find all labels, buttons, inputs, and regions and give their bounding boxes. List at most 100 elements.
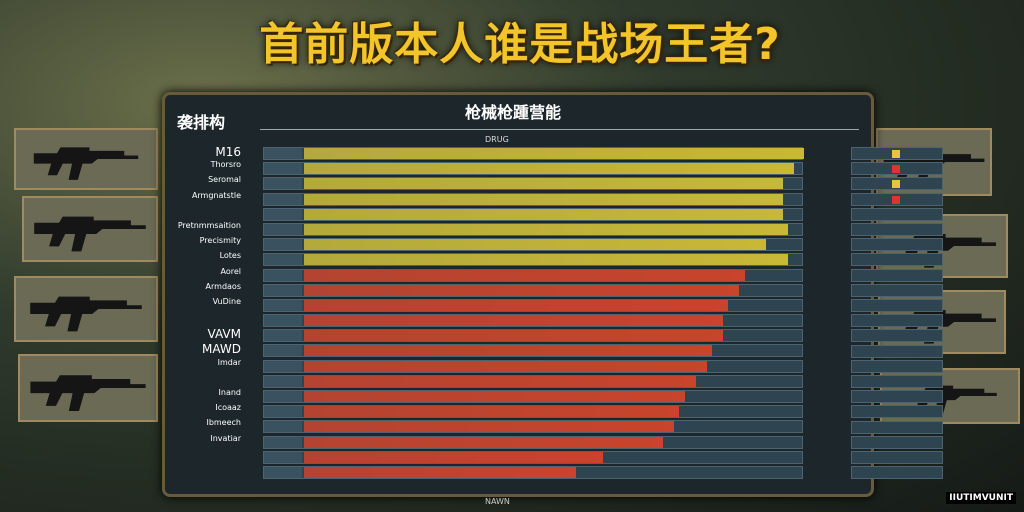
bar-row — [263, 314, 803, 328]
bar — [304, 193, 783, 205]
bar-row — [263, 405, 803, 419]
row-label — [165, 206, 257, 221]
side-stat — [851, 420, 943, 434]
side-stat — [851, 207, 943, 221]
row-label: Ibmeech — [206, 418, 241, 428]
rifle-icon — [33, 147, 139, 180]
bar — [304, 466, 576, 478]
row-label: Lotes — [219, 251, 241, 261]
side-stat — [851, 268, 943, 282]
row-label: Thorsro — [210, 160, 241, 170]
row-label: Armgnatstle — [191, 190, 241, 200]
bar — [304, 375, 696, 387]
row-cell — [264, 208, 302, 220]
side-stat — [851, 435, 943, 449]
bar-row — [263, 222, 803, 236]
bar — [304, 208, 783, 220]
bar-row — [263, 374, 803, 388]
gun-image-smg — [22, 196, 158, 262]
page-title: 首前版本人谁是战场王者? — [259, 19, 781, 70]
side-stat — [851, 147, 943, 160]
panel-title: 枪械枪踵营能 — [465, 103, 562, 122]
row-cell — [264, 284, 302, 296]
bar-row — [263, 359, 803, 373]
bar-row — [263, 450, 803, 464]
row-cell — [264, 436, 302, 448]
gun-image-rifle — [18, 354, 158, 422]
bar — [304, 223, 789, 235]
side-stat — [851, 405, 943, 419]
panel-footer: NAWN — [485, 497, 510, 506]
row-cell — [264, 269, 302, 281]
row-cell — [264, 193, 302, 205]
bar — [304, 391, 685, 402]
row-cell — [264, 254, 302, 266]
side-stat — [851, 359, 943, 373]
row-cell — [264, 345, 302, 357]
side-stat — [851, 314, 943, 328]
side-stat — [851, 223, 943, 236]
side-stat — [851, 177, 943, 191]
bar — [304, 360, 707, 372]
bar-row — [263, 268, 803, 282]
bar — [304, 254, 789, 266]
rifle-icon — [34, 216, 146, 252]
bar — [304, 345, 712, 357]
side-stat — [851, 451, 943, 464]
bar-row — [263, 283, 803, 297]
row-label — [165, 449, 257, 464]
watermark: IIUTIMVUNIT — [946, 492, 1016, 504]
bar — [304, 148, 805, 159]
row-label: Precismity — [199, 236, 241, 246]
gun-image-assault-rifle — [14, 128, 158, 190]
bar-row — [263, 238, 803, 252]
side-stat — [851, 283, 943, 297]
side-stat — [851, 466, 943, 480]
side-stat — [851, 299, 943, 312]
bar — [304, 451, 604, 463]
row-cell — [264, 375, 302, 387]
column-header: DRUG — [485, 135, 509, 144]
stats-panel: 袭排构 枪械枪踵营能 DRUG M16 Thorsro Seromal Armgnat… — [162, 92, 943, 506]
bar-row — [263, 177, 803, 191]
bar — [304, 421, 674, 433]
row-cell — [264, 421, 302, 433]
row-cell — [264, 239, 302, 251]
bar-row — [263, 207, 803, 221]
bar-row — [263, 162, 803, 176]
row-cell — [264, 315, 302, 327]
row-cell — [264, 148, 302, 159]
gun-image-carbine — [14, 276, 158, 342]
row-label: Armdaos — [205, 281, 241, 291]
row-cell — [264, 223, 302, 235]
bar — [304, 239, 767, 251]
row-label: Invatiar — [210, 433, 241, 443]
row-label: VAVM — [207, 327, 241, 342]
row-cell — [264, 406, 302, 418]
side-stat — [851, 344, 943, 358]
side-stat — [851, 238, 943, 252]
corner-label: 袭排构 — [177, 113, 226, 132]
bar-row — [263, 253, 803, 267]
row-label: Pretnmmsaition — [177, 220, 241, 230]
row-label: Seromal — [208, 175, 241, 185]
side-stat — [851, 390, 943, 404]
side-stat — [851, 329, 943, 343]
bar — [304, 315, 723, 327]
bar-row — [263, 344, 803, 358]
row-label: Inand — [218, 388, 241, 397]
row-cell — [264, 178, 302, 190]
row-label: VuDine — [212, 296, 241, 306]
bar-row — [263, 329, 803, 343]
row-cell — [264, 466, 302, 478]
side-stat — [851, 375, 943, 388]
row-label — [165, 373, 257, 388]
row-cell — [264, 299, 302, 311]
row-label: Icoaaz — [215, 403, 241, 413]
bar — [304, 330, 723, 342]
row-cell — [264, 391, 302, 402]
bar — [304, 163, 794, 175]
rifle-icon — [30, 296, 142, 332]
bar — [304, 406, 680, 418]
row-label: M16 — [215, 145, 241, 159]
